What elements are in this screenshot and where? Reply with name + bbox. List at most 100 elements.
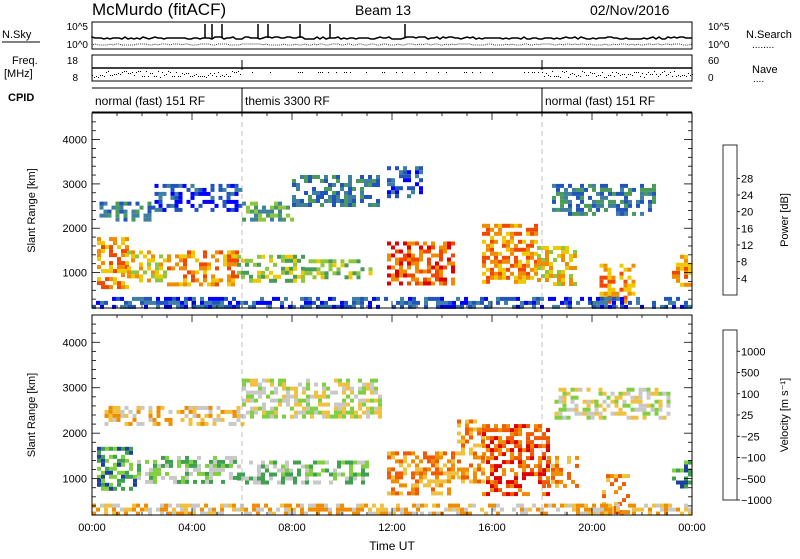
- scatter-cell: [447, 491, 451, 496]
- scatter-cell: [156, 296, 160, 301]
- scatter-cell: [632, 511, 636, 516]
- scatter-cell: [360, 304, 364, 309]
- scatter-cell: [546, 436, 550, 441]
- scatter-cell: [284, 296, 288, 301]
- scatter-cell: [260, 507, 264, 512]
- scatter-cell: [270, 205, 274, 210]
- scatter-cell: [680, 480, 684, 485]
- scatter-cell: [411, 186, 415, 191]
- scatter-cell: [352, 195, 356, 199]
- scatter-cell: [192, 503, 196, 508]
- scatter-cell: [148, 417, 153, 422]
- scatter-cell: [482, 492, 486, 497]
- scatter-cell: [488, 304, 492, 309]
- scatter-cell: [334, 410, 338, 415]
- scatter-cell: [336, 175, 340, 179]
- scatter-cell: [121, 269, 125, 274]
- scatter-cell: [346, 386, 350, 391]
- scatter-cell: [160, 507, 164, 512]
- colorbar-tick-label: 25: [741, 410, 753, 422]
- scatter-cell: [616, 507, 620, 512]
- scatter-cell: [338, 382, 342, 387]
- scatter-cell: [561, 246, 565, 250]
- scatter-cell: [131, 254, 135, 259]
- scatter-cell: [184, 405, 189, 410]
- scatter-cell: [451, 253, 455, 258]
- scatter-cell: [249, 258, 253, 263]
- scatter-cell: [181, 479, 185, 484]
- scatter-cell: [296, 203, 300, 207]
- scatter-cell: [116, 296, 120, 301]
- scatter-cell: [506, 243, 510, 248]
- scatter-cell: [278, 382, 282, 387]
- scatter-cell: [184, 304, 188, 309]
- scatter-cell: [258, 217, 262, 222]
- scatter-cell: [314, 406, 318, 411]
- scatter-cell: [340, 503, 344, 508]
- scatter-cell: [575, 463, 579, 468]
- scatter-cell: [92, 304, 96, 309]
- scatter-cell: [502, 271, 506, 276]
- scatter-cell: [522, 267, 526, 272]
- scatter-cell: [600, 503, 604, 508]
- scatter-cell: [407, 170, 411, 175]
- nave-point: [656, 74, 657, 75]
- scatter-cell: [486, 456, 490, 461]
- scatter-cell: [472, 503, 476, 508]
- scatter-cell: [384, 296, 388, 301]
- scatter-cell: [568, 191, 572, 196]
- scatter-cell: [447, 257, 451, 262]
- scatter-cell: [372, 179, 376, 183]
- nave-point: [336, 72, 337, 73]
- scatter-cell: [526, 259, 530, 264]
- scatter-cell: [192, 304, 196, 309]
- scatter-cell: [262, 406, 266, 411]
- scatter-cell: [622, 411, 627, 416]
- scatter-cell: [342, 382, 346, 387]
- scatter-cell: [415, 491, 419, 496]
- scatter-cell: [623, 267, 628, 272]
- nave-point: [598, 75, 599, 76]
- scatter-cell: [316, 503, 320, 508]
- scatter-cell: [148, 409, 153, 414]
- colorbar-tick-label: −500: [741, 474, 766, 486]
- nave-point: [92, 75, 93, 76]
- nave-point: [630, 74, 631, 75]
- scatter-cell: [469, 431, 473, 436]
- scatter-cell: [561, 270, 565, 274]
- nave-point: [672, 76, 673, 77]
- scatter-cell: [101, 241, 105, 246]
- y-tick-label: 2000: [63, 428, 87, 440]
- scatter-cell: [666, 411, 671, 416]
- scatter-cell: [231, 274, 235, 279]
- scatter-cell: [316, 191, 320, 195]
- scatter-cell: [399, 269, 403, 274]
- nave-point: [346, 72, 347, 73]
- scatter-cell: [423, 277, 427, 282]
- scatter-cell: [266, 209, 270, 214]
- scatter-cell: [556, 187, 560, 192]
- scatter-cell: [648, 203, 652, 208]
- nave-point: [148, 76, 149, 77]
- scatter-cell: [432, 296, 436, 301]
- scatter-cell: [447, 471, 451, 476]
- scatter-cell: [498, 267, 502, 272]
- scatter-cell: [257, 464, 261, 469]
- scatter-cell: [289, 254, 293, 259]
- scatter-cell: [320, 203, 324, 207]
- scatter-cell: [350, 414, 354, 419]
- scatter-cell: [600, 195, 604, 200]
- scatter-cell: [111, 205, 116, 210]
- scatter-cell: [293, 274, 297, 279]
- nave-point: [660, 74, 661, 75]
- scatter-cell: [560, 207, 564, 212]
- scatter-cell: [627, 267, 632, 272]
- scatter-cell: [650, 407, 655, 412]
- scatter-cell: [473, 479, 477, 484]
- scatter-cell: [160, 503, 164, 508]
- scatter-cell: [312, 191, 316, 195]
- scatter-cell: [391, 178, 395, 183]
- scatter-cell: [518, 488, 522, 493]
- scatter-cell: [324, 259, 329, 264]
- scatter-cell: [534, 444, 538, 449]
